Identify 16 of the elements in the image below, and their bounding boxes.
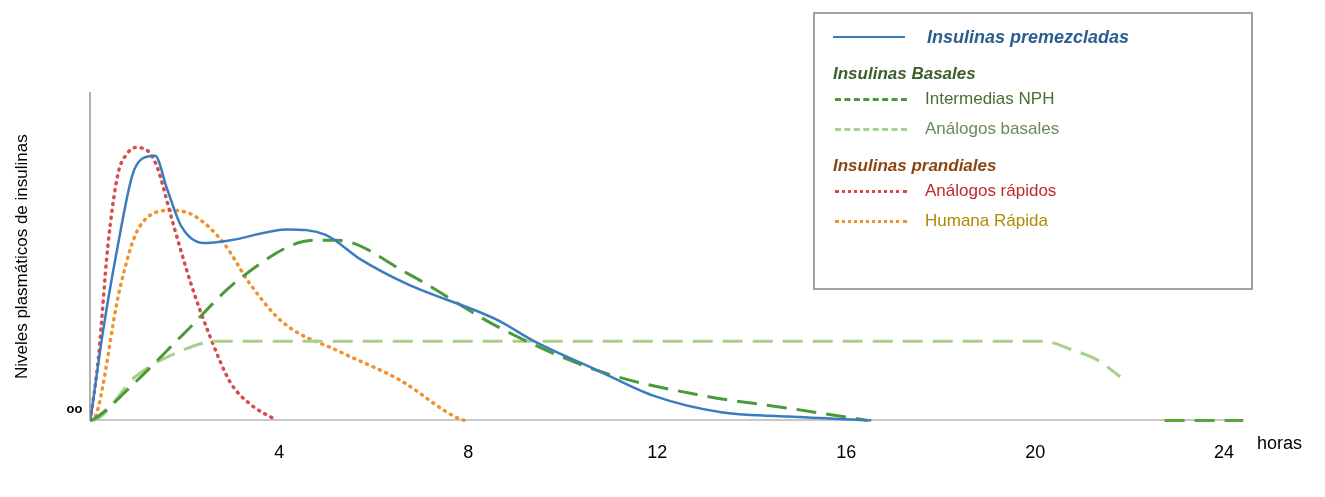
x-axis-title: horas <box>1257 433 1303 454</box>
legend-label: Insulinas premezcladas <box>927 26 1130 48</box>
x-tick-label: 20 <box>1025 442 1046 463</box>
annotation: Insulinas prandiales <box>833 156 998 176</box>
x-tick-label: 8 <box>463 442 474 463</box>
legend-label: Intermedias NPH <box>925 89 1055 109</box>
y-axis-title: Niveles plasmáticos de insulinas <box>11 134 31 380</box>
legend-label: Análogos rápidos <box>925 181 1057 201</box>
annotation: oo <box>66 401 83 417</box>
legend-label: Análogos basales <box>925 119 1060 139</box>
x-tick-label: 16 <box>836 442 857 463</box>
x-tick-label: 12 <box>647 442 668 463</box>
legend-label: Humana Rápida <box>925 211 1048 231</box>
text: Insulinas Basales <box>833 64 977 84</box>
x-tick-label: 4 <box>274 442 285 463</box>
x-tick-label: 24 <box>1214 442 1235 463</box>
